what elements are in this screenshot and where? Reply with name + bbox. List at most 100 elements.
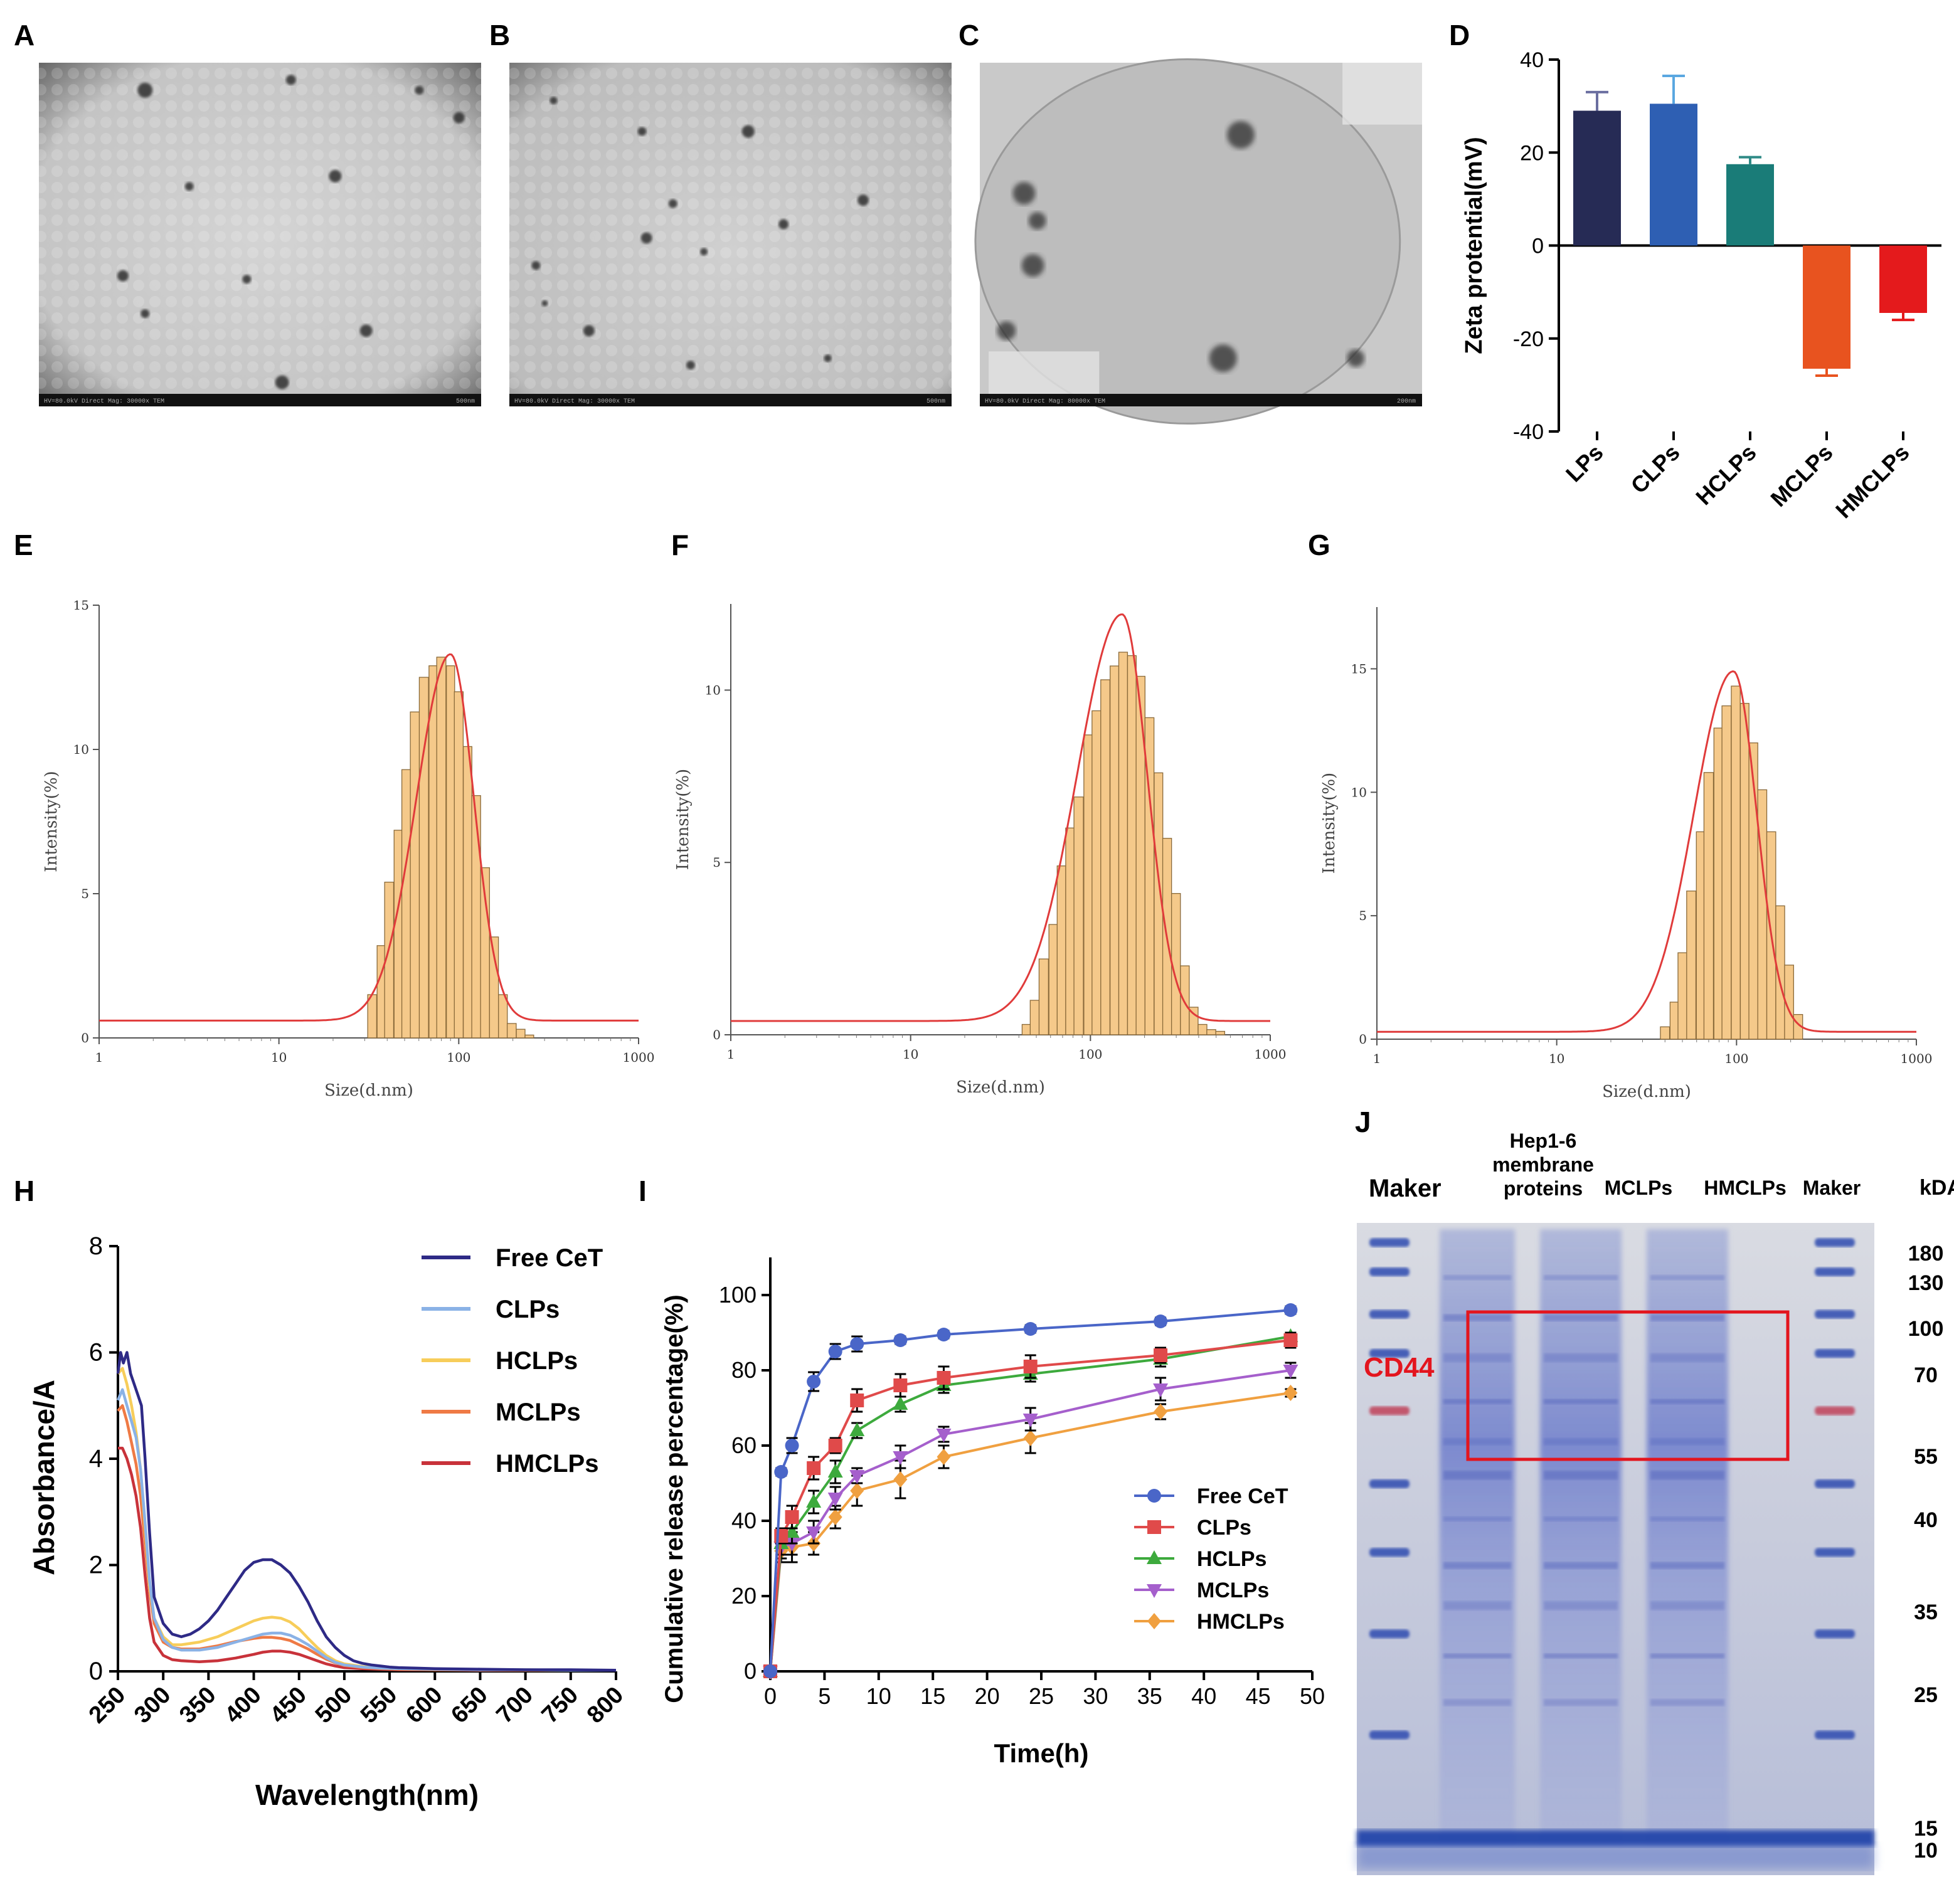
panel-label-e: E xyxy=(14,529,33,561)
data-point xyxy=(893,1451,908,1465)
x-tick-label: 100 xyxy=(1724,1051,1748,1066)
data-point xyxy=(937,1449,951,1465)
bar-hclps xyxy=(1726,164,1774,246)
y-tick-label: 80 xyxy=(731,1357,757,1383)
marker-band xyxy=(1815,1267,1855,1276)
tem-image-a: HV=80.0kV Direct Mag: 30000x TEM 500nm xyxy=(39,63,481,406)
tem-particle xyxy=(668,199,677,208)
tem-particle xyxy=(137,82,153,98)
y-tick-label: -20 xyxy=(1513,327,1544,351)
protein-band xyxy=(1650,1699,1724,1706)
y-tick-label: 20 xyxy=(1520,141,1544,165)
y-tick-label: 100 xyxy=(719,1282,757,1308)
y-tick-label: 4 xyxy=(89,1445,103,1473)
tem-particle xyxy=(1209,344,1237,373)
y-tick-label: 15 xyxy=(1351,661,1367,676)
protein-band xyxy=(1650,1353,1724,1362)
y-axis-title: Intensity(%) xyxy=(1320,773,1339,874)
y-tick-label: 8 xyxy=(89,1232,103,1260)
data-point xyxy=(1023,1360,1038,1373)
histogram-bar xyxy=(1029,1000,1040,1035)
histogram-bar xyxy=(1100,679,1110,1035)
data-point xyxy=(1153,1383,1169,1397)
series-line-mclps xyxy=(117,1404,616,1672)
y-tick-label: 0 xyxy=(1359,1032,1367,1047)
y-tick-label: 10 xyxy=(73,742,89,757)
y-axis-title: Intensity(%) xyxy=(674,769,693,870)
protein-band xyxy=(1650,1471,1724,1480)
tem-particle xyxy=(415,85,424,95)
data-point xyxy=(849,1470,865,1484)
x-tick-label: 15 xyxy=(920,1683,945,1709)
cd44-highlight-box xyxy=(1466,1310,1790,1461)
x-tick-label: 650 xyxy=(446,1682,493,1729)
tem-image-c: HV=80.0kV Direct Mag: 80000x TEM 200nm xyxy=(974,58,1422,425)
x-axis-title: Size(d.nm) xyxy=(956,1078,1045,1097)
y-tick-label: 6 xyxy=(89,1339,103,1367)
protein-band xyxy=(1443,1471,1511,1480)
tem-scalebar-text: HV=80.0kV Direct Mag: 80000x TEM xyxy=(985,398,1105,405)
legend-label: HMCLPs xyxy=(496,1450,598,1478)
histogram-bar xyxy=(1048,924,1058,1035)
x-tick-label: 10 xyxy=(866,1683,891,1709)
data-point xyxy=(1283,1385,1298,1401)
data-point xyxy=(1023,1430,1038,1446)
marker-band xyxy=(1369,1629,1410,1639)
marker-band xyxy=(1369,1349,1410,1358)
y-axis-title: Zeta protential(mV) xyxy=(1461,137,1487,354)
legend-label: Free CeT xyxy=(1197,1484,1288,1508)
data-point xyxy=(1283,1303,1298,1317)
lane-label-line: membrane xyxy=(1492,1153,1594,1176)
histogram-bar xyxy=(384,881,395,1039)
y-tick-label: -40 xyxy=(1513,420,1544,444)
marker-band xyxy=(1815,1309,1855,1319)
histogram-bar xyxy=(1739,702,1750,1040)
data-point xyxy=(1022,1414,1038,1427)
y-axis-title: Intensity(%) xyxy=(42,771,61,872)
x-tick-label: 1 xyxy=(95,1050,104,1065)
histogram-bar xyxy=(1189,1007,1199,1035)
protein-band xyxy=(1443,1314,1511,1321)
series-clps xyxy=(763,1331,1298,1678)
panel-label-h: H xyxy=(14,1175,35,1207)
marker-band xyxy=(1815,1238,1855,1247)
histogram-bar xyxy=(1696,831,1706,1040)
bar-lps xyxy=(1573,110,1621,246)
kda-label: 70 xyxy=(1914,1363,1938,1387)
data-point xyxy=(828,1439,842,1452)
x-tick-label: 300 xyxy=(129,1682,176,1729)
x-tick-label: CLPs xyxy=(1626,440,1685,499)
panel-label-d: D xyxy=(1449,19,1470,51)
tem-particle xyxy=(117,270,129,282)
x-tick-label: 500 xyxy=(311,1682,358,1729)
x-tick-label: 250 xyxy=(84,1682,131,1729)
kda-label: 130 xyxy=(1908,1271,1944,1295)
protein-band xyxy=(1443,1353,1511,1362)
legend-label: HMCLPs xyxy=(1197,1610,1285,1634)
histogram-bar xyxy=(1784,965,1794,1040)
protein-band xyxy=(1443,1438,1511,1446)
x-tick-label: 10 xyxy=(903,1047,918,1062)
x-axis-title: Time(h) xyxy=(994,1738,1089,1768)
x-tick-label: 1000 xyxy=(1901,1051,1933,1066)
tem-scale-text: 200nm xyxy=(1397,398,1416,405)
protein-band xyxy=(1443,1601,1511,1610)
x-tick-label: 700 xyxy=(491,1682,538,1729)
data-point xyxy=(893,1396,908,1410)
kda-label: 180 xyxy=(1908,1242,1944,1266)
histogram-bar xyxy=(1703,772,1714,1040)
x-tick-label: 450 xyxy=(265,1682,312,1729)
data-point xyxy=(828,1345,842,1358)
release-chart: 0 20 40 60 80 100 0 5 10 15 20 25 30 35 40 45 50 Time(h) C… xyxy=(661,1257,1325,1768)
x-tick-label: 750 xyxy=(537,1682,584,1729)
series-line-clps xyxy=(116,1388,616,1672)
tem-particle xyxy=(242,275,252,284)
x-axis-title: Size(d.nm) xyxy=(1602,1082,1691,1101)
y-tick-label: 5 xyxy=(1359,908,1367,923)
protein-band xyxy=(1650,1438,1724,1446)
data-point xyxy=(807,1461,821,1475)
lane-label-hmclps: HMCLPs xyxy=(1704,1177,1787,1199)
data-point xyxy=(807,1375,821,1388)
x-tick-label: 600 xyxy=(401,1682,448,1729)
data-point xyxy=(1283,1365,1298,1378)
